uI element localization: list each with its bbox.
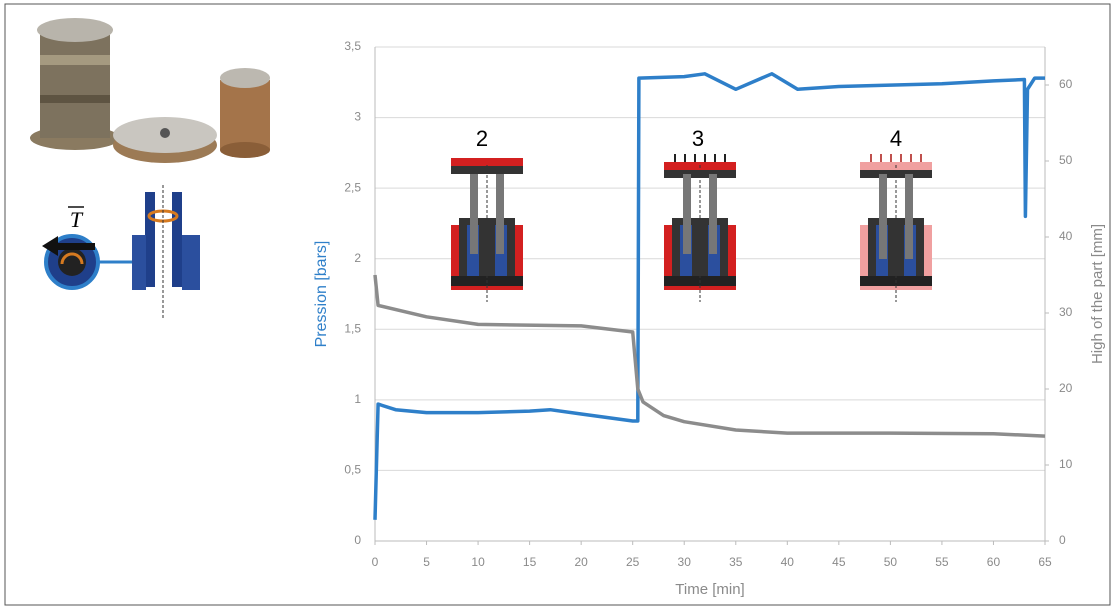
y2-tick-label: 40 (1059, 229, 1073, 243)
winding-diagram: T (42, 185, 200, 320)
punch (879, 174, 887, 259)
x-tick-label: 10 (471, 555, 485, 569)
press-diagram (664, 154, 736, 302)
x-tick-label: 50 (884, 555, 898, 569)
annotation: 3 (692, 126, 704, 151)
x-tick-label: 20 (574, 555, 588, 569)
x-tick-label: 65 (1038, 555, 1052, 569)
x-tick-label: 45 (832, 555, 846, 569)
y2-tick-label: 20 (1059, 381, 1073, 395)
frame (4, 3, 1111, 606)
press-diagram (860, 154, 932, 302)
y2-axis-label: High of the part [mm] (1089, 224, 1106, 364)
x-axis-label: Time [min] (675, 581, 744, 598)
punch (470, 174, 478, 254)
x-tick-label: 40 (781, 555, 795, 569)
y2-tick-label: 60 (1059, 77, 1073, 91)
y-tick-label: 2,5 (344, 180, 361, 194)
y-tick-label: 3 (354, 110, 361, 124)
plate (860, 170, 932, 178)
x-tick-label: 60 (987, 555, 1001, 569)
y2-tick-label: 10 (1059, 457, 1073, 471)
y2-tick-label: 50 (1059, 153, 1073, 167)
y-tick-label: 1 (354, 392, 361, 406)
photo (30, 18, 270, 163)
punch (496, 174, 504, 254)
y-tick-label: 1,5 (344, 321, 361, 335)
x-tick-label: 30 (678, 555, 692, 569)
x-tick-label: 5 (423, 555, 430, 569)
tension-label: T (70, 207, 84, 232)
y-tick-label: 0 (354, 533, 361, 547)
punch (905, 174, 913, 259)
x-tick-label: 15 (523, 555, 537, 569)
annotation: 4 (890, 126, 902, 151)
series-line (373, 72, 1045, 520)
x-tick-label: 55 (935, 555, 949, 569)
press-diagram (451, 158, 523, 302)
series-line (373, 274, 1046, 438)
y-tick-label: 0,5 (344, 463, 361, 477)
y2-tick-label: 30 (1059, 305, 1073, 319)
annotation: 2 (476, 126, 488, 151)
y2-tick-label: 0 (1059, 533, 1066, 547)
x-tick-label: 0 (372, 555, 379, 569)
y-tick-label: 3,5 (344, 39, 361, 53)
punch (683, 174, 691, 254)
y-axis-label: Pression [bars] (313, 241, 330, 348)
x-tick-label: 35 (729, 555, 743, 569)
punch (709, 174, 717, 254)
x-tick-label: 25 (626, 555, 640, 569)
plate (664, 170, 736, 178)
y-tick-label: 2 (354, 251, 361, 265)
